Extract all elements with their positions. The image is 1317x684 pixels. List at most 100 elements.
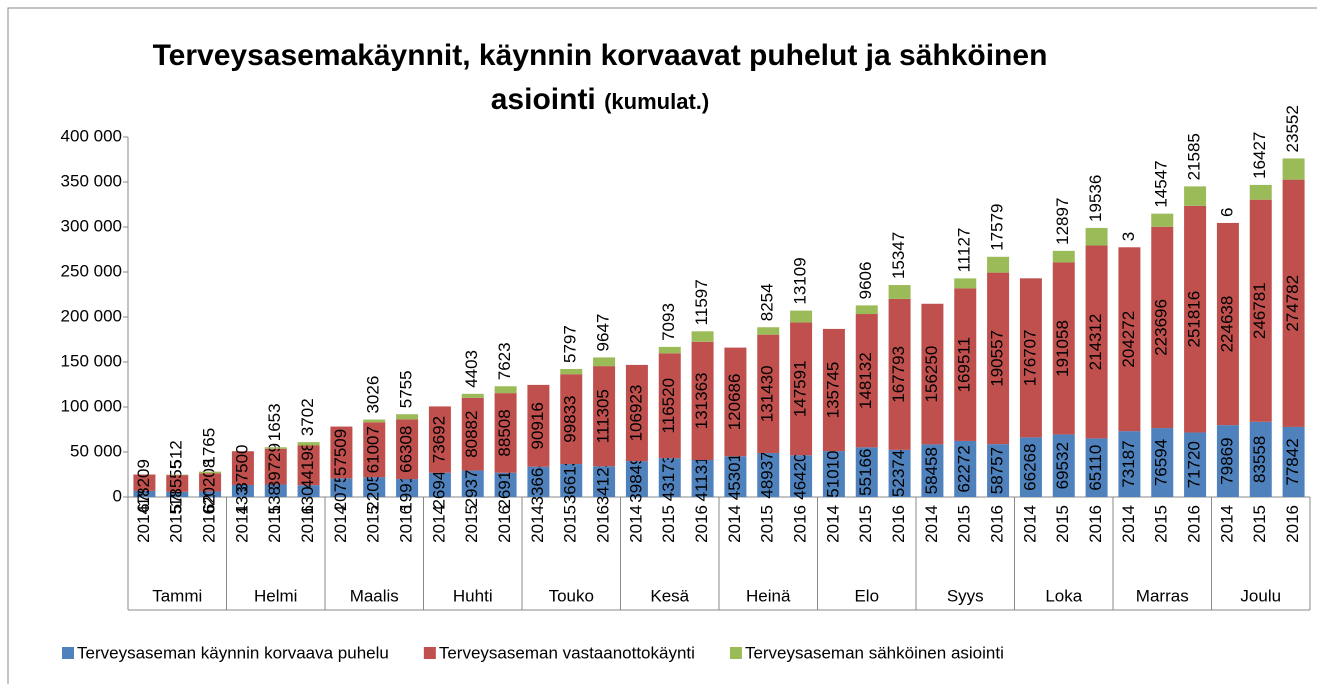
data-label: 34123 <box>594 458 613 505</box>
data-label: 3 <box>1119 232 1138 241</box>
bar-segment <box>954 440 977 497</box>
data-label: 39849 <box>626 455 645 502</box>
y-tick-label: 350 000 <box>61 171 122 190</box>
x-tick-label: 2015 <box>1250 505 1269 543</box>
data-label: 224638 <box>1217 296 1236 353</box>
data-label: 5797 <box>561 325 580 363</box>
x-tick-label: 2016 <box>200 505 219 543</box>
x-tick-label: 2014 <box>1020 505 1039 543</box>
x-tick-label: 2015 <box>1053 505 1072 543</box>
data-label: 147591 <box>791 360 810 417</box>
data-label: 8254 <box>758 283 777 321</box>
x-tick-label: 2016 <box>397 505 416 543</box>
x-tick-label: 2016 <box>298 505 317 543</box>
bar-segment <box>822 328 845 452</box>
bar-segment <box>691 459 714 497</box>
bar-segment <box>199 471 222 474</box>
data-label: 1653 <box>265 403 284 441</box>
data-label: 71720 <box>1185 441 1204 488</box>
bar-segment <box>1216 222 1239 426</box>
bar-segment <box>954 288 977 441</box>
x-tick-label: 2016 <box>889 505 908 543</box>
data-label: 13109 <box>791 257 810 304</box>
data-label: 26947 <box>429 461 448 508</box>
data-label: 15347 <box>889 232 908 279</box>
x-tick-label: 2014 <box>1217 505 1236 543</box>
y-tick-label: 400 000 <box>61 126 122 145</box>
x-tick-label: 2016 <box>495 505 514 543</box>
bar-segment <box>1085 438 1108 497</box>
chart-subtitle: (kumulat.) <box>604 89 710 114</box>
chart-frame <box>7 7 1317 684</box>
data-label: 16427 <box>1250 132 1269 179</box>
x-tick-label: 2014 <box>429 505 448 543</box>
data-label: 20208 <box>200 459 219 506</box>
data-label: 39729 <box>265 443 284 490</box>
data-label: 214312 <box>1086 314 1105 371</box>
data-label: 4403 <box>462 350 481 388</box>
x-tick-label: 2015 <box>265 505 284 543</box>
x-tick-label: 2014 <box>823 505 842 543</box>
legend-label: Terveysaseman sähköinen asiointi <box>745 643 1004 662</box>
legend-label: Terveysaseman käynnin korvaava puhelu <box>77 643 389 662</box>
bar-segment <box>954 278 977 289</box>
data-label: 45301 <box>725 453 744 500</box>
bar-segment <box>264 447 287 449</box>
bar-segment <box>593 357 616 367</box>
bar-segment <box>691 341 714 460</box>
data-label: 66308 <box>397 426 416 473</box>
group-label: Maalis <box>350 586 399 605</box>
data-label: 9606 <box>856 262 875 300</box>
bar-segment <box>757 452 780 497</box>
data-label: 131363 <box>692 373 711 430</box>
x-tick-label: 2014 <box>331 505 350 543</box>
bar-segment <box>888 449 911 497</box>
bar-segment <box>297 485 320 497</box>
bar-segment <box>560 464 583 497</box>
bar-segment <box>724 456 747 497</box>
y-tick-label: 250 000 <box>61 261 122 280</box>
legend-swatch <box>62 647 74 659</box>
data-label: 190557 <box>988 330 1007 387</box>
bar-segment <box>1085 245 1108 439</box>
x-tick-label: 2015 <box>856 505 875 543</box>
bar-segment <box>855 314 878 448</box>
bar-segment <box>428 406 451 473</box>
data-label: 7093 <box>659 303 678 341</box>
y-tick-label: 150 000 <box>61 351 122 370</box>
x-tick-label: 2015 <box>462 505 481 543</box>
x-tick-label: 2014 <box>232 505 251 543</box>
bar-segment <box>593 366 616 467</box>
bar-segment <box>987 256 1010 273</box>
y-tick-label: 300 000 <box>61 216 122 235</box>
bar-segment <box>396 414 419 420</box>
data-label: 41131 <box>692 455 711 501</box>
data-label: 43173 <box>659 454 678 501</box>
data-label: 11127 <box>955 228 974 273</box>
bar-segment <box>461 470 484 497</box>
x-tick-label: 2014 <box>1119 505 1138 543</box>
y-tick-label: 50 000 <box>70 441 122 460</box>
bar-segment <box>428 472 451 497</box>
x-tick-label: 2015 <box>364 505 383 543</box>
bar-segment <box>658 353 681 459</box>
x-tick-label: 2016 <box>988 505 1007 543</box>
bar-segment <box>133 490 156 497</box>
bar-segment <box>1282 179 1305 427</box>
group-label: Huhti <box>453 586 493 605</box>
data-label: 62272 <box>955 445 974 492</box>
y-tick-label: 100 000 <box>61 396 122 415</box>
bar-segment <box>757 327 780 335</box>
bar-segment <box>1118 247 1141 432</box>
data-label: 131430 <box>758 365 777 422</box>
group-label: Helmi <box>254 586 297 605</box>
bar-segment <box>625 364 648 462</box>
data-label: 77842 <box>1283 438 1302 485</box>
data-label: 116520 <box>659 378 678 433</box>
group-label: Heinä <box>746 586 791 605</box>
data-label: 57509 <box>331 429 350 476</box>
data-label: 29378 <box>462 460 481 507</box>
bar-segment <box>560 368 583 375</box>
